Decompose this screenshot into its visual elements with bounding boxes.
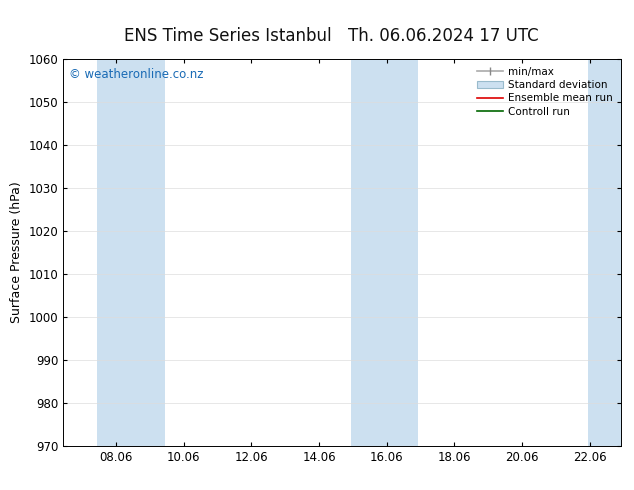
Bar xyxy=(97,59,165,446)
Y-axis label: Surface Pressure (hPa): Surface Pressure (hPa) xyxy=(10,181,23,323)
Bar xyxy=(351,59,418,446)
Text: © weatheronline.co.nz: © weatheronline.co.nz xyxy=(69,69,204,81)
Text: Th. 06.06.2024 17 UTC: Th. 06.06.2024 17 UTC xyxy=(349,27,539,45)
Legend: min/max, Standard deviation, Ensemble mean run, Controll run: min/max, Standard deviation, Ensemble me… xyxy=(474,64,616,120)
Text: ENS Time Series Istanbul: ENS Time Series Istanbul xyxy=(124,27,332,45)
Bar xyxy=(588,59,634,446)
